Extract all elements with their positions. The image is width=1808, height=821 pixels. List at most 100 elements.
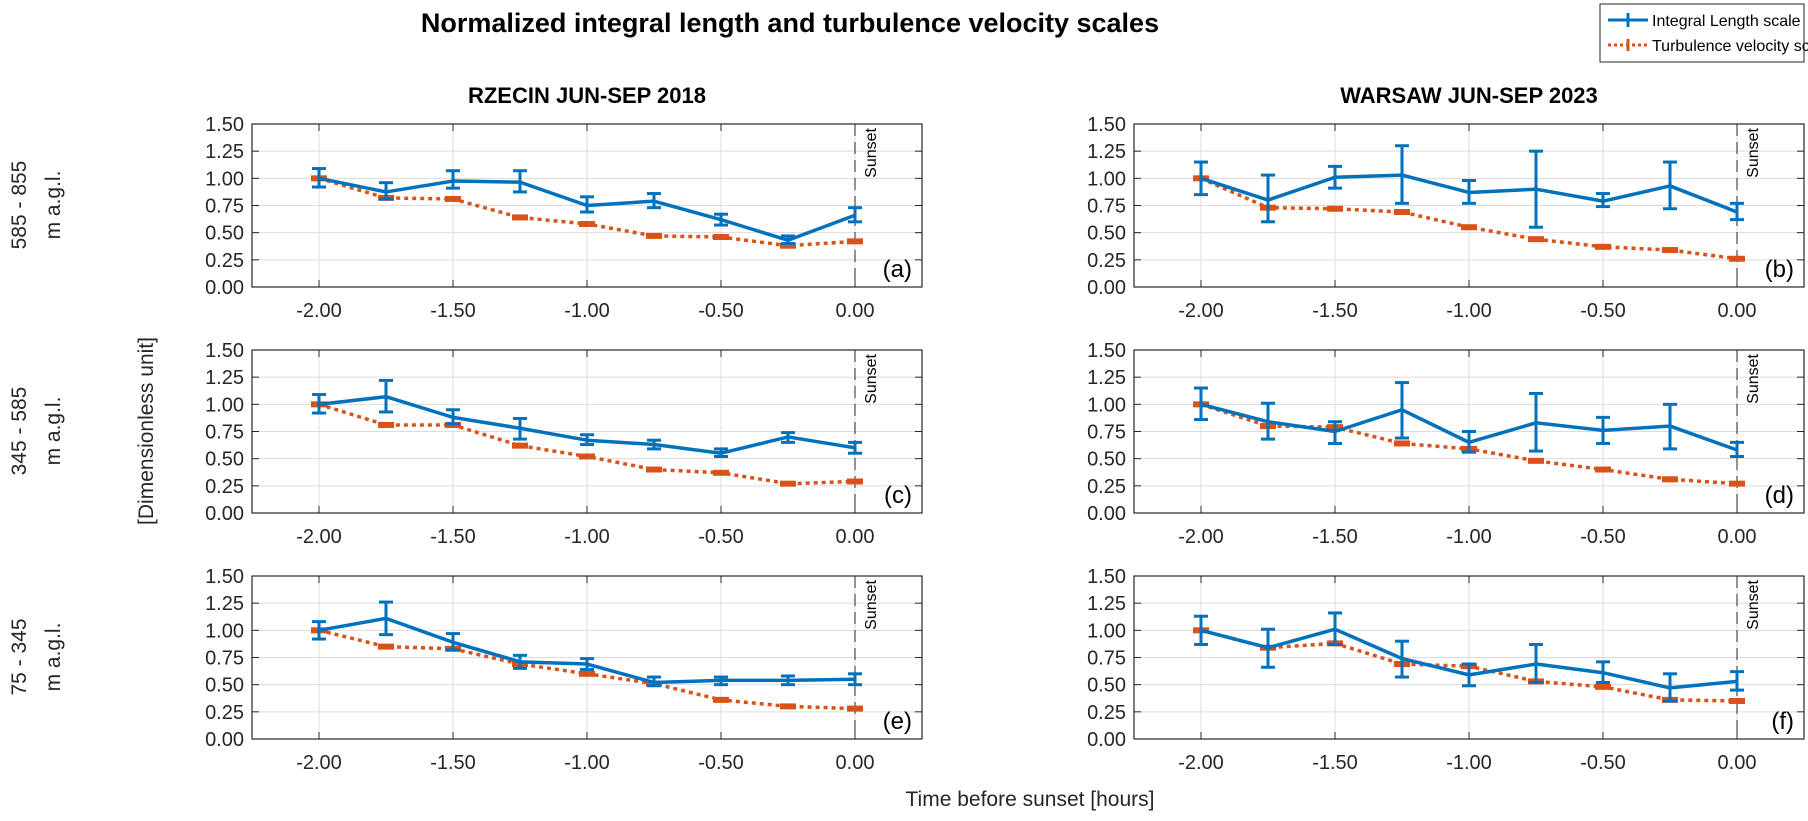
x-tick-label: -2.00 — [296, 526, 342, 548]
axes-box — [1133, 349, 1805, 514]
row-label-3-range: 75 - 345 — [8, 618, 31, 695]
x-tick-label: -1.50 — [1312, 752, 1358, 774]
panel-label: (b) — [1765, 256, 1794, 283]
x-tick-label: -1.00 — [564, 526, 610, 548]
y-tick-label: 0.75 — [205, 422, 244, 444]
x-tick-label: -0.50 — [698, 526, 744, 548]
turbulence-velocity-point — [713, 234, 729, 241]
turbulence-velocity-point — [378, 421, 394, 428]
y-tick-label: 1.50 — [205, 114, 244, 136]
turbulence-velocity-point — [1595, 683, 1611, 690]
figure-title: Normalized integral length and turbulenc… — [421, 8, 1159, 38]
x-tick-label: -1.00 — [564, 300, 610, 322]
y-tick-label: 0.50 — [205, 223, 244, 245]
turbulence-velocity-point — [1528, 236, 1544, 243]
x-tick-label: -2.00 — [1178, 300, 1224, 322]
x-tick-label: -1.50 — [430, 752, 476, 774]
panel-label: (e) — [883, 708, 912, 735]
row-label-2-unit: m a.g.l. — [42, 397, 65, 466]
y-axis-label: [Dimensionless unit] — [135, 337, 158, 525]
x-tick-label: 0.00 — [1718, 300, 1757, 322]
y-tick-label: 0.25 — [205, 702, 244, 724]
y-tick-label: 1.00 — [1087, 620, 1126, 642]
sunset-label: Sunset — [1745, 353, 1762, 403]
panel-label: (c) — [884, 482, 912, 509]
column-title-warsaw: WARSAW JUN-SEP 2023 — [1340, 83, 1598, 108]
y-tick-label: 1.25 — [205, 593, 244, 615]
y-tick-label: 0.75 — [1087, 648, 1126, 670]
row-label-1-unit: m a.g.l. — [42, 171, 65, 240]
y-tick-label: 0.25 — [1087, 250, 1126, 272]
y-tick-label: 1.00 — [205, 394, 244, 416]
x-tick-label: -0.50 — [1580, 300, 1626, 322]
panel-a: 0.00 0.25 0.50 0.75 1.00 1.25 1.50 -2.00 -1.50 -1… — [205, 114, 923, 322]
sunset-label: Sunset — [863, 579, 880, 629]
turbulence-velocity-point — [847, 478, 863, 485]
turbulence-velocity-point — [713, 469, 729, 476]
x-axis-label: Time before sunset [hours] — [905, 788, 1154, 811]
turbulence-velocity-point — [1729, 697, 1745, 704]
y-tick-label: 1.25 — [205, 141, 244, 163]
y-tick-label: 0.75 — [205, 648, 244, 670]
x-tick-label: -1.00 — [1446, 526, 1492, 548]
turbulence-velocity-point — [713, 696, 729, 703]
x-tick-label: -2.00 — [1178, 526, 1224, 548]
x-tick-label: -2.00 — [296, 300, 342, 322]
x-tick-label: -0.50 — [698, 752, 744, 774]
y-tick-label: 0.75 — [1087, 196, 1126, 218]
turbulence-velocity-point — [780, 242, 796, 249]
panel-label: (d) — [1765, 482, 1794, 509]
y-tick-label: 0.75 — [1087, 422, 1126, 444]
turbulence-velocity-point — [579, 220, 595, 227]
turbulence-velocity-point — [1461, 224, 1477, 231]
y-tick-label: 0.50 — [1087, 223, 1126, 245]
x-tick-label: -0.50 — [1580, 752, 1626, 774]
y-tick-label: 1.25 — [205, 367, 244, 389]
legend-label-turbulence: Turbulence velocity scale — [1652, 38, 1808, 55]
y-tick-label: 1.50 — [205, 566, 244, 588]
panel-label: (a) — [883, 256, 912, 283]
axes-box — [251, 349, 923, 514]
y-tick-label: 1.00 — [1087, 168, 1126, 190]
column-title-rzecin: RZECIN JUN-SEP 2018 — [468, 83, 706, 108]
x-tick-label: -2.00 — [1178, 752, 1224, 774]
turbulence-velocity-point — [1662, 247, 1678, 254]
y-tick-label: 0.25 — [1087, 702, 1126, 724]
x-tick-label: -1.50 — [1312, 526, 1358, 548]
x-tick-label: -1.00 — [564, 752, 610, 774]
x-tick-label: -0.50 — [698, 300, 744, 322]
sunset-label: Sunset — [863, 353, 880, 403]
turbulence-velocity-point — [780, 703, 796, 710]
x-tick-label: -0.50 — [1580, 526, 1626, 548]
turbulence-velocity-point — [378, 643, 394, 650]
turbulence-velocity-point — [1595, 243, 1611, 250]
row-label-2: 345 - 585 m a.g.l. — [8, 387, 65, 476]
y-tick-label: 1.50 — [205, 340, 244, 362]
turbulence-velocity-point — [579, 453, 595, 460]
y-tick-label: 0.50 — [1087, 675, 1126, 697]
row-label-3-unit: m a.g.l. — [42, 623, 65, 692]
axes-box — [1133, 575, 1805, 740]
panel-f: 0.00 0.25 0.50 0.75 1.00 1.25 1.50 -2.00 -1.50 -1… — [1087, 566, 1805, 774]
x-tick-label: -1.50 — [430, 300, 476, 322]
y-tick-label: 0.25 — [205, 250, 244, 272]
y-tick-label: 1.00 — [205, 620, 244, 642]
turbulence-velocity-point — [646, 232, 662, 239]
axes-box — [251, 123, 923, 288]
y-tick-label: 1.50 — [1087, 340, 1126, 362]
turbulence-velocity-point — [579, 670, 595, 677]
sunset-label: Sunset — [1745, 579, 1762, 629]
x-tick-label: -1.00 — [1446, 752, 1492, 774]
row-label-1-range: 585 - 855 — [8, 161, 31, 250]
turbulence-velocity-point — [512, 442, 528, 449]
legend-label-integral: Integral Length scale — [1652, 13, 1801, 30]
turbulence-velocity-point — [847, 705, 863, 712]
y-tick-label: 1.00 — [205, 168, 244, 190]
y-tick-label: 0.75 — [205, 196, 244, 218]
y-tick-label: 1.50 — [1087, 566, 1126, 588]
panels: 0.00 0.25 0.50 0.75 1.00 1.25 1.50 -2.00 -1.50 -1… — [205, 114, 1805, 774]
turbulence-velocity-point — [1662, 476, 1678, 483]
turbulence-velocity-point — [1729, 480, 1745, 487]
panel-label: (f) — [1771, 708, 1794, 735]
